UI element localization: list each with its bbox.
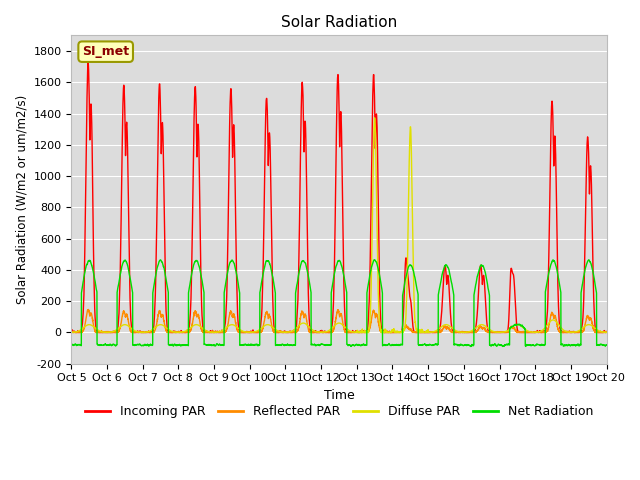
Diffuse PAR	[353, 330, 361, 336]
Net Radiation	[371, 257, 378, 263]
Incoming PAR	[84, 59, 92, 65]
Text: SI_met: SI_met	[82, 45, 129, 58]
Line: Reflected PAR: Reflected PAR	[72, 310, 607, 333]
Net Radiation	[490, 342, 497, 348]
Reflected PAR	[164, 329, 172, 335]
Reflected PAR	[84, 307, 92, 312]
Net Radiation	[164, 285, 172, 291]
X-axis label: Time: Time	[324, 389, 355, 402]
Reflected PAR	[319, 329, 327, 335]
Diffuse PAR	[319, 329, 326, 335]
Incoming PAR	[459, 330, 467, 336]
Incoming PAR	[319, 329, 327, 335]
Diffuse PAR	[603, 329, 611, 335]
Diffuse PAR	[164, 326, 172, 332]
Net Radiation	[602, 342, 610, 348]
Net Radiation	[467, 344, 474, 349]
Incoming PAR	[68, 330, 76, 336]
Incoming PAR	[602, 329, 610, 335]
Title: Solar Radiation: Solar Radiation	[281, 15, 397, 30]
Line: Diffuse PAR: Diffuse PAR	[72, 118, 607, 333]
Reflected PAR	[602, 329, 610, 335]
Net Radiation	[603, 342, 611, 348]
Reflected PAR	[459, 330, 467, 336]
Net Radiation	[459, 342, 467, 348]
Net Radiation	[319, 342, 326, 348]
Reflected PAR	[68, 330, 76, 336]
Line: Incoming PAR: Incoming PAR	[72, 62, 607, 333]
Reflected PAR	[603, 329, 611, 335]
Line: Net Radiation: Net Radiation	[72, 260, 607, 347]
Legend: Incoming PAR, Reflected PAR, Diffuse PAR, Net Radiation: Incoming PAR, Reflected PAR, Diffuse PAR…	[80, 400, 598, 423]
Incoming PAR	[429, 330, 437, 336]
Reflected PAR	[429, 329, 437, 335]
Reflected PAR	[490, 330, 497, 336]
Y-axis label: Solar Radiation (W/m2 or um/m2/s): Solar Radiation (W/m2 or um/m2/s)	[15, 95, 28, 304]
Diffuse PAR	[68, 329, 76, 335]
Diffuse PAR	[371, 115, 379, 120]
Diffuse PAR	[429, 329, 437, 335]
Reflected PAR	[68, 329, 76, 335]
Net Radiation	[68, 342, 76, 348]
Diffuse PAR	[459, 329, 467, 335]
Incoming PAR	[603, 329, 611, 335]
Incoming PAR	[490, 330, 497, 336]
Diffuse PAR	[602, 329, 610, 335]
Incoming PAR	[164, 327, 172, 333]
Net Radiation	[429, 342, 437, 348]
Diffuse PAR	[490, 329, 497, 335]
